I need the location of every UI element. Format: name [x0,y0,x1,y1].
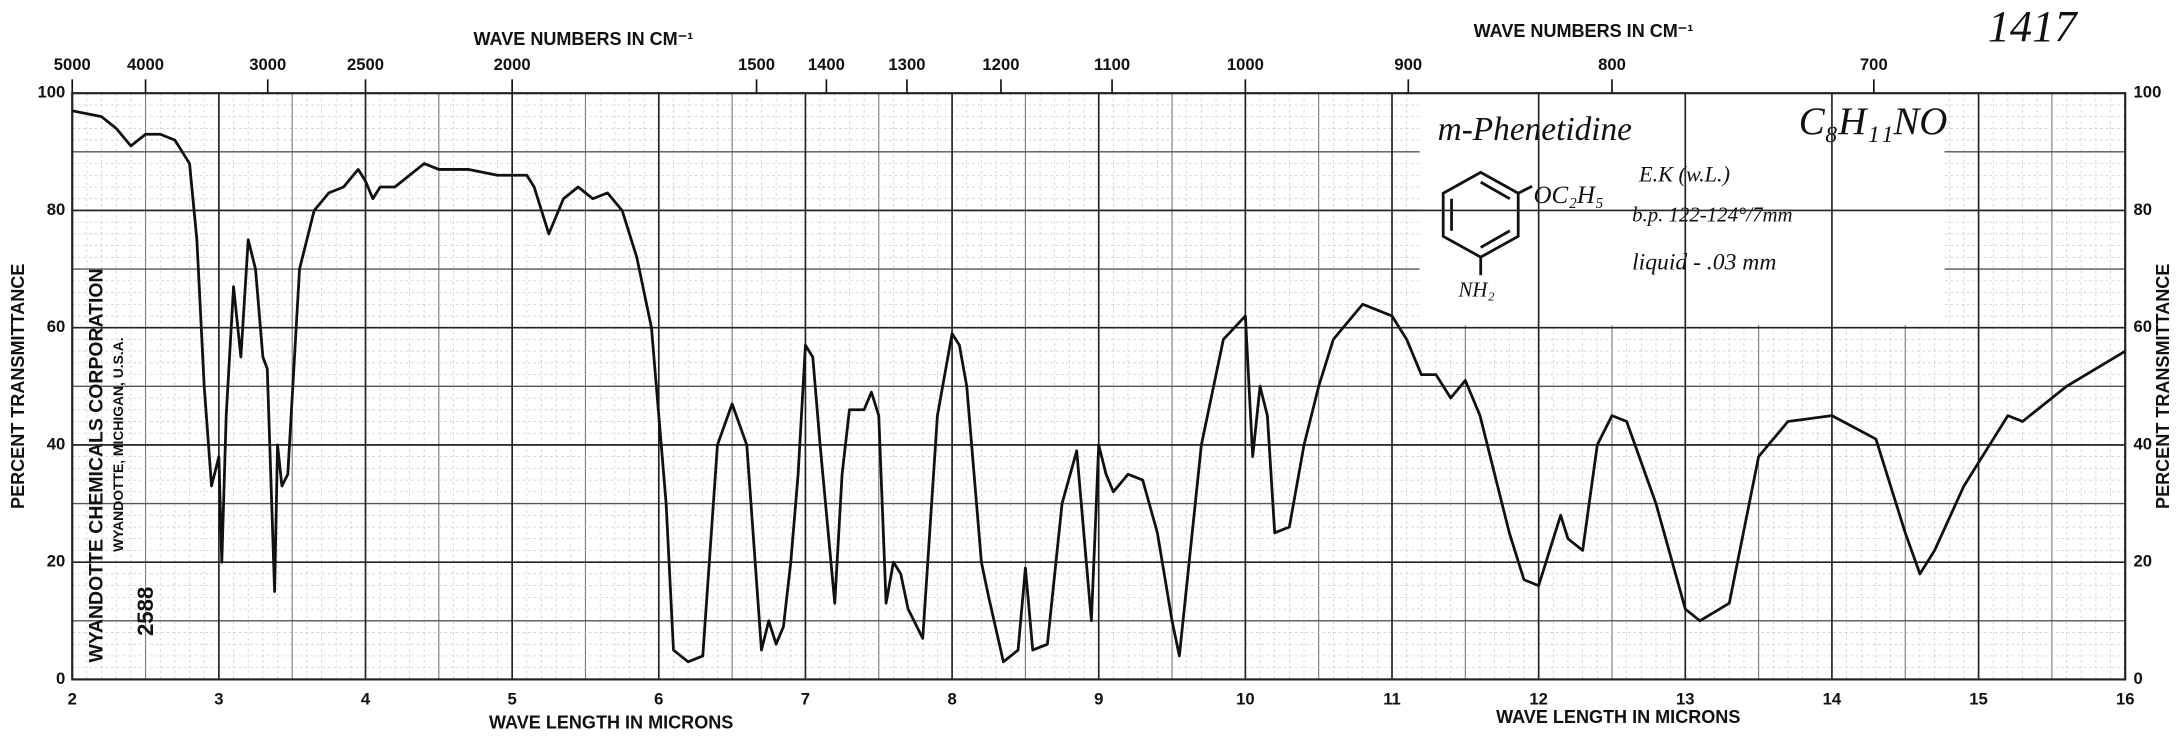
x-tick-label: 13 [1676,690,1695,709]
x2-tick-label: 700 [1860,55,1888,74]
x2-tick-label: 1100 [1094,55,1130,74]
note: liquid - .03 mm [1632,249,1776,275]
company: WYANDOTTE CHEMICALS CORPORATION [85,268,107,662]
x2-tick-label: 1300 [888,55,925,74]
substituent: OC₂H₅ [1533,182,1603,209]
y-axis-label: PERCENT TRANSMITTANCE [2153,264,2173,509]
x-tick-label: 8 [947,690,956,709]
y2-tick-label: 60 [2134,317,2153,336]
x2-tick-label: 3000 [249,55,286,74]
x-axis-label: WAVE LENGTH IN MICRONS [489,713,733,733]
x2-axis-label: WAVE NUMBERS IN CM⁻¹ [474,29,694,49]
structure [1441,170,1533,276]
x-tick-label: 11 [1383,690,1401,709]
chart-number: 2588 [133,587,158,636]
x-tick-label: 4 [361,690,371,709]
x2-tick-label: 4000 [127,55,164,74]
x2-tick-label: 1000 [1227,55,1264,74]
x2-tick-label: 2000 [494,55,531,74]
x2-axis-label: WAVE NUMBERS IN CM⁻¹ [1474,21,1694,41]
x-tick-label: 7 [801,690,810,709]
x2-tick-label: 1200 [982,55,1019,74]
x-tick-label: 12 [1529,690,1548,709]
x-tick-label: 10 [1236,690,1255,709]
x2-tick-label: 5000 [54,55,91,74]
y-tick-label: 40 [47,434,66,453]
y2-tick-label: 0 [2134,669,2143,688]
x-tick-label: 5 [508,690,517,709]
x2-tick-label: 1500 [738,55,775,74]
y2-tick-label: 80 [2134,200,2153,219]
y2-tick-label: 40 [2134,434,2153,453]
x2-tick-label: 900 [1394,55,1422,74]
y-tick-label: 80 [47,200,66,219]
x-tick-label: 2 [68,690,77,709]
x-axis-label: WAVE LENGTH IN MICRONS [1496,707,1740,727]
spectrum-line [71,109,2126,664]
x-tick-label: 9 [1094,690,1103,709]
y-tick-label: 100 [37,83,65,102]
x2-tick-label: 800 [1598,55,1626,74]
x-tick-label: 16 [2116,690,2135,709]
y2-tick-label: 20 [2134,552,2153,571]
x-tick-label: 6 [654,690,663,709]
note: E.K (w.L.) [1638,162,1730,187]
compound-name: m-Phenetidine [1438,111,1633,148]
note: b.p. 122-124°/7mm [1632,203,1792,227]
y2-tick-label: 100 [2134,83,2162,102]
x-tick-label: 15 [1969,690,1988,709]
x2-tick-label: 2500 [347,55,384,74]
y-tick-label: 20 [47,552,66,571]
x-tick-label: 14 [1823,690,1842,709]
annotation-box [1419,86,1945,326]
sample-number: 1417 [1988,1,2079,51]
formula: C₈H₁₁NO [1799,100,1948,143]
y-tick-label: 0 [56,669,65,688]
x2-tick-label: 1400 [808,55,845,74]
amine: NH₂ [1457,278,1494,302]
y-axis-label: PERCENT TRANSMITTANCE [8,264,28,509]
x-tick-label: 3 [214,690,223,709]
y-tick-label: 60 [47,317,66,336]
